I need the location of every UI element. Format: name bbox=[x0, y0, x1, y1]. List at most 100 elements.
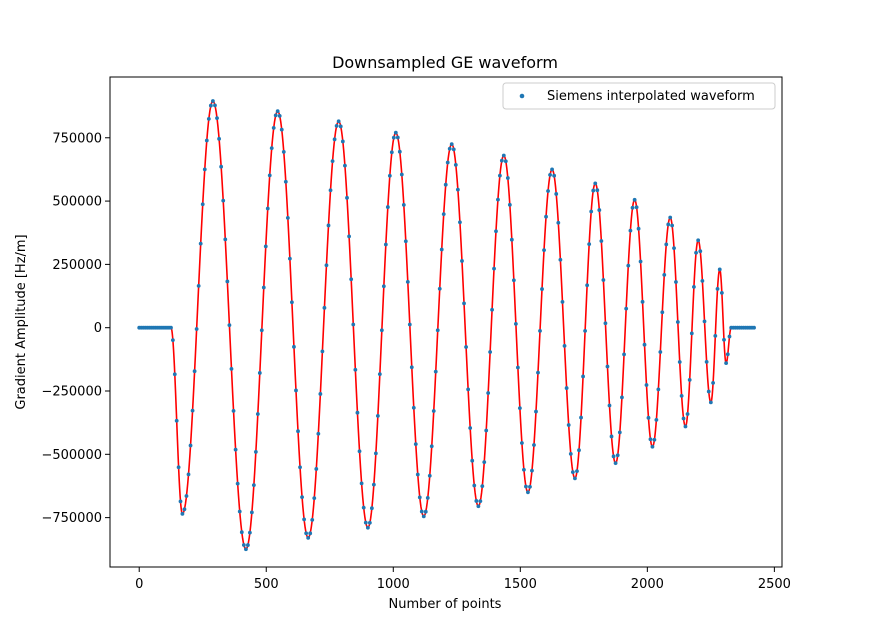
waveform-point bbox=[468, 426, 473, 430]
waveform-point bbox=[176, 465, 181, 470]
waveform-point bbox=[687, 378, 692, 382]
waveform-point bbox=[505, 176, 510, 180]
waveform-point bbox=[417, 495, 422, 500]
waveform-point bbox=[269, 146, 274, 151]
waveform-point bbox=[431, 409, 436, 413]
waveform-point bbox=[593, 181, 598, 186]
waveform-point bbox=[257, 371, 262, 375]
waveform-point bbox=[560, 300, 565, 304]
waveform-point bbox=[308, 531, 313, 536]
waveform-point bbox=[679, 393, 684, 398]
waveform-point bbox=[634, 205, 639, 210]
waveform-point bbox=[225, 279, 230, 284]
waveform-point bbox=[503, 159, 508, 164]
x-axis: 0 500 1000 1500 2000 2500 bbox=[135, 567, 791, 592]
waveform-point bbox=[379, 328, 384, 333]
waveform-point bbox=[186, 472, 191, 477]
waveform-point bbox=[552, 173, 557, 178]
waveform-point bbox=[544, 214, 548, 219]
waveform-point bbox=[180, 511, 185, 516]
waveform-point bbox=[554, 192, 559, 196]
waveform-point bbox=[713, 334, 718, 338]
waveform-point bbox=[689, 331, 694, 336]
waveform-point bbox=[357, 449, 362, 454]
waveform-point bbox=[632, 197, 637, 202]
waveform-point bbox=[605, 364, 610, 369]
waveform-point bbox=[526, 490, 530, 495]
waveform-point bbox=[334, 123, 339, 128]
waveform-point bbox=[628, 228, 633, 233]
waveform-point bbox=[451, 147, 456, 152]
waveform-point bbox=[609, 434, 614, 439]
waveform-point bbox=[706, 389, 711, 394]
waveform-point bbox=[522, 467, 526, 472]
waveform-point bbox=[670, 223, 675, 228]
waveform-point bbox=[330, 159, 335, 163]
waveform-point bbox=[453, 162, 458, 167]
waveform-point bbox=[413, 442, 418, 447]
waveform-point bbox=[227, 323, 232, 328]
waveform-point bbox=[290, 300, 294, 305]
waveform-point bbox=[355, 410, 360, 415]
x-axis-label: Number of points bbox=[389, 597, 502, 612]
x-tick-label: 0 bbox=[135, 577, 143, 592]
waveform-point bbox=[251, 483, 256, 488]
waveform-point bbox=[347, 234, 351, 239]
waveform-point bbox=[677, 360, 682, 364]
waveform-point bbox=[579, 415, 583, 420]
waveform-point bbox=[287, 256, 292, 261]
waveform-point bbox=[369, 506, 374, 511]
x-tick-label: 500 bbox=[254, 577, 279, 592]
waveform-point bbox=[223, 237, 228, 242]
waveform-point bbox=[474, 499, 479, 503]
waveform-point bbox=[174, 418, 179, 423]
waveform-point bbox=[650, 444, 655, 449]
waveform-point bbox=[722, 337, 726, 342]
waveform-point bbox=[546, 189, 550, 193]
waveform-point bbox=[615, 453, 620, 458]
waveform-point bbox=[363, 520, 368, 525]
waveform-point bbox=[624, 306, 629, 311]
waveform-point bbox=[513, 322, 518, 326]
waveform-point bbox=[377, 372, 382, 377]
waveform-point bbox=[662, 272, 667, 277]
waveform-point bbox=[449, 142, 454, 147]
waveform-point bbox=[169, 325, 173, 330]
waveform-point bbox=[520, 441, 524, 445]
waveform-point bbox=[603, 321, 608, 326]
waveform-point bbox=[359, 481, 364, 486]
waveform-point bbox=[725, 352, 730, 357]
waveform-point bbox=[638, 259, 643, 264]
waveform-point bbox=[711, 381, 715, 385]
waveform-point bbox=[200, 202, 205, 207]
waveform-point bbox=[550, 167, 554, 172]
waveform-point bbox=[715, 287, 720, 291]
waveform-point bbox=[409, 365, 414, 370]
waveform-point bbox=[340, 139, 345, 144]
waveform-point bbox=[318, 392, 323, 396]
waveform-point bbox=[345, 195, 349, 200]
waveform-point bbox=[285, 215, 290, 220]
waveform-point bbox=[672, 246, 676, 251]
waveform-point bbox=[664, 242, 669, 247]
waveform-point bbox=[298, 465, 302, 470]
waveform-point bbox=[204, 138, 209, 143]
waveform-point bbox=[302, 517, 307, 522]
waveform-point bbox=[666, 222, 671, 227]
waveform-point bbox=[221, 198, 226, 203]
waveform-point bbox=[244, 547, 248, 552]
waveform-point bbox=[219, 164, 224, 169]
waveform-point bbox=[229, 366, 234, 371]
waveform-point bbox=[423, 509, 428, 514]
waveform-point bbox=[644, 383, 649, 387]
waveform-point bbox=[397, 149, 402, 154]
waveform-point bbox=[336, 119, 341, 124]
waveform-point bbox=[324, 263, 329, 268]
waveform-point bbox=[528, 484, 532, 489]
waveform-point bbox=[389, 150, 394, 155]
waveform-point bbox=[692, 284, 696, 289]
waveform-point bbox=[534, 409, 538, 414]
waveform-point bbox=[708, 400, 713, 405]
waveform-point bbox=[564, 386, 569, 390]
waveform-point bbox=[507, 202, 512, 207]
